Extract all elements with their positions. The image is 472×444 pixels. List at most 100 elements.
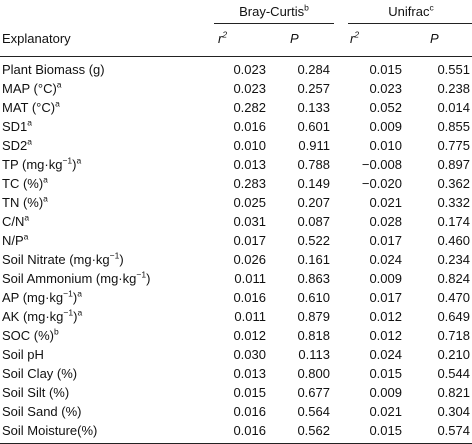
table-row: TC (%)a 0.283 0.149 −0.020 0.362 bbox=[0, 175, 472, 195]
uf-p-cell: 0.460 bbox=[437, 233, 470, 248]
bc-r2-cell: 0.023 bbox=[233, 62, 266, 77]
group-label: Bray-Curtis bbox=[239, 4, 305, 19]
uf-r2-cell: 0.017 bbox=[369, 233, 402, 248]
uf-r2-cell: 0.015 bbox=[369, 366, 402, 381]
row-label: C/Na bbox=[2, 212, 30, 229]
bc-r2-cell: 0.011 bbox=[234, 309, 266, 324]
bc-p-cell: 0.522 bbox=[297, 233, 330, 248]
uf-r2-cell: 0.012 bbox=[369, 328, 402, 343]
table-row: SD1a 0.016 0.601 0.009 0.855 bbox=[0, 118, 472, 138]
bc-p-cell: 0.564 bbox=[297, 404, 330, 419]
bc-r2-cell: 0.026 bbox=[233, 252, 266, 267]
uf-p-cell: 0.574 bbox=[437, 423, 470, 438]
row-label: SD2a bbox=[2, 136, 33, 153]
table-row: C/Na 0.031 0.087 0.028 0.174 bbox=[0, 212, 472, 233]
header-bc-p: P bbox=[290, 31, 299, 46]
bc-r2-cell: 0.016 bbox=[233, 119, 266, 134]
group-label: Unifrac bbox=[388, 4, 430, 19]
bc-p-cell: 0.113 bbox=[298, 347, 330, 362]
row-label: Soil Clay (%) bbox=[2, 366, 78, 381]
table-row: Soil Clay (%) 0.013 0.800 0.015 0.544 bbox=[0, 366, 472, 385]
bc-p-cell: 0.257 bbox=[297, 81, 330, 96]
uf-r2-cell: 0.010 bbox=[369, 138, 402, 153]
uf-p-cell: 0.824 bbox=[437, 271, 470, 286]
table-row: MAT (°C)a 0.282 0.133 0.052 0.014 bbox=[0, 99, 472, 119]
header-uf-r2: r2 bbox=[350, 29, 360, 46]
uf-p-cell: 0.304 bbox=[437, 404, 470, 419]
uf-p-cell: 0.649 bbox=[437, 309, 470, 324]
group-note: b bbox=[304, 2, 309, 13]
table-row: SD2a 0.010 0.911 0.010 0.775 bbox=[0, 136, 472, 157]
uf-p-cell: 0.821 bbox=[437, 385, 470, 400]
uf-r2-cell: 0.009 bbox=[369, 271, 402, 286]
header-explanatory: Explanatory bbox=[2, 31, 71, 46]
row-label: Plant Biomass (g) bbox=[2, 62, 105, 77]
uf-r2-cell: 0.023 bbox=[369, 81, 402, 96]
bc-r2-cell: 0.013 bbox=[233, 157, 266, 172]
row-label: SOC (%)b bbox=[2, 326, 59, 343]
uf-r2-cell: 0.015 bbox=[369, 62, 402, 77]
bc-r2-cell: 0.283 bbox=[233, 176, 266, 191]
uf-p-cell: 0.332 bbox=[437, 195, 470, 210]
table-row: Plant Biomass (g) 0.023 0.284 0.015 0.551 bbox=[0, 62, 472, 81]
uf-p-cell: 0.014 bbox=[437, 100, 470, 115]
bc-p-cell: 0.149 bbox=[297, 176, 330, 191]
row-label: TP (mg·kg−1)a bbox=[2, 155, 82, 172]
row-label: Soil pH bbox=[2, 347, 44, 362]
bc-r2-cell: 0.031 bbox=[233, 214, 266, 229]
uf-r2-cell: 0.009 bbox=[369, 119, 402, 134]
uf-p-cell: 0.544 bbox=[437, 366, 470, 381]
table-row: AK (mg·kg−1)a 0.011 0.879 0.012 0.649 bbox=[0, 307, 472, 328]
bc-r2-cell: 0.016 bbox=[233, 423, 266, 438]
row-label: AK (mg·kg−1)a bbox=[2, 307, 83, 324]
group-header-unifrac: Unifracc bbox=[352, 2, 470, 22]
bc-p-cell: 0.788 bbox=[297, 157, 330, 172]
row-label: N/Pa bbox=[2, 231, 29, 248]
bc-r2-cell: 0.016 bbox=[233, 404, 266, 419]
row-label: Soil Silt (%) bbox=[2, 385, 70, 400]
table-row: Soil Silt (%) 0.015 0.677 0.009 0.821 bbox=[0, 385, 472, 404]
bc-r2-cell: 0.013 bbox=[233, 366, 266, 381]
bc-p-cell: 0.818 bbox=[297, 328, 330, 343]
bc-p-cell: 0.677 bbox=[297, 385, 330, 400]
header-bc-r2: r2 bbox=[218, 29, 228, 46]
uf-p-cell: 0.210 bbox=[437, 347, 470, 362]
bc-r2-cell: 0.023 bbox=[233, 81, 266, 96]
uf-p-cell: 0.897 bbox=[437, 157, 470, 172]
uf-r2-cell: 0.009 bbox=[369, 385, 402, 400]
bc-p-cell: 0.601 bbox=[297, 119, 330, 134]
uf-r2-cell: 0.017 bbox=[369, 290, 402, 305]
uf-r2-cell: 0.024 bbox=[369, 347, 402, 362]
table-row: TN (%)a 0.025 0.207 0.021 0.332 bbox=[0, 193, 472, 214]
uf-r2-cell: 0.021 bbox=[369, 404, 402, 419]
row-label: AP (mg·kg−1)a bbox=[2, 288, 82, 305]
row-label: Soil Moisture(%) bbox=[2, 423, 98, 438]
uf-r2-cell: −0.008 bbox=[361, 157, 402, 172]
uf-p-cell: 0.362 bbox=[437, 176, 470, 191]
table-row: Soil Moisture(%) 0.016 0.562 0.015 0.574 bbox=[0, 423, 472, 442]
bc-p-cell: 0.863 bbox=[297, 271, 330, 286]
uf-r2-cell: 0.052 bbox=[369, 100, 402, 115]
bc-p-cell: 0.161 bbox=[297, 252, 330, 267]
row-label: Soil Sand (%) bbox=[2, 404, 82, 419]
bc-r2-cell: 0.016 bbox=[233, 290, 266, 305]
table-row: Soil Ammonium (mg·kg−1) 0.011 0.863 0.009 0.… bbox=[0, 270, 472, 290]
table-row: SOC (%)b 0.012 0.818 0.012 0.718 bbox=[0, 326, 472, 347]
uf-r2-cell: 0.021 bbox=[369, 195, 402, 210]
table-row: Soil Nitrate (mg·kg−1) 0.026 0.161 0.024 0.2… bbox=[0, 251, 472, 271]
uf-p-cell: 0.855 bbox=[437, 119, 470, 134]
uf-r2-cell: 0.015 bbox=[369, 423, 402, 438]
header-rule bbox=[0, 56, 472, 57]
bc-p-cell: 0.207 bbox=[297, 195, 330, 210]
table-row: TP (mg·kg−1)a 0.013 0.788 −0.008 0.897 bbox=[0, 155, 472, 176]
table-row: N/Pa 0.017 0.522 0.017 0.460 bbox=[0, 231, 472, 252]
bc-p-cell: 0.610 bbox=[297, 290, 330, 305]
uf-r2-cell: 0.028 bbox=[369, 214, 402, 229]
row-label: TN (%)a bbox=[2, 193, 48, 210]
group-note: c bbox=[429, 2, 434, 13]
bc-r2-cell: 0.017 bbox=[233, 233, 266, 248]
uf-p-cell: 0.238 bbox=[437, 81, 470, 96]
group-header-bray-curtis: Bray-Curtisb bbox=[214, 2, 334, 22]
uf-r2-cell: 0.012 bbox=[369, 309, 402, 324]
column-header-row: Explanatory r2 P r2 P bbox=[0, 29, 472, 50]
